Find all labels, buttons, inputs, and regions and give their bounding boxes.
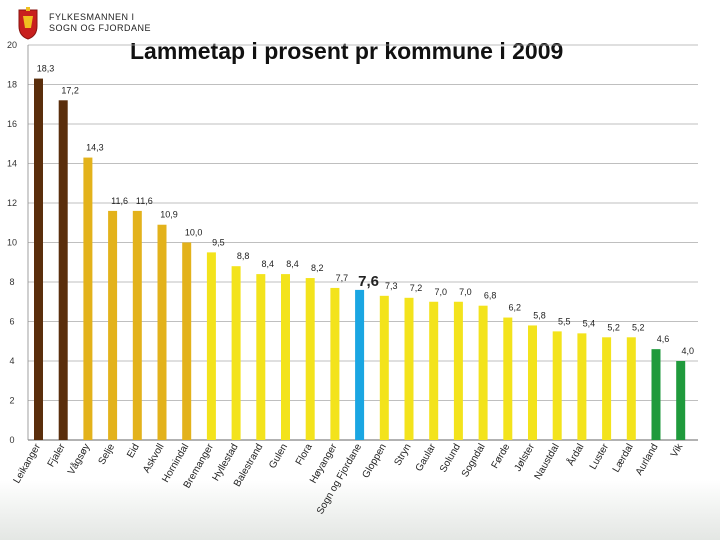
value-label: 7,2 xyxy=(410,283,423,293)
y-tick-label: 6 xyxy=(9,317,14,327)
x-tick-label: Solund xyxy=(438,442,463,474)
bar-vik xyxy=(676,361,686,440)
value-label: 5,2 xyxy=(607,322,620,332)
value-label: 7,3 xyxy=(385,281,398,291)
bar-fjaler xyxy=(58,100,68,441)
value-label: 7,6 xyxy=(358,273,379,290)
value-label: 6,2 xyxy=(509,303,522,313)
value-label: 8,4 xyxy=(286,259,299,269)
value-label: 11,6 xyxy=(136,196,153,206)
organization-name: FYLKESMANNEN I SOGN OG FJORDANE xyxy=(49,12,151,34)
chart-title: Lammetap i prosent pr kommune i 2009 xyxy=(130,38,564,64)
value-label: 8,8 xyxy=(237,251,250,261)
x-tick-label: Sogn og Fjordane xyxy=(315,442,364,517)
bar-naustdal xyxy=(552,331,562,440)
bar-førde xyxy=(503,317,513,440)
x-tick-label: Sogndal xyxy=(460,442,488,479)
value-label: 9,5 xyxy=(212,237,225,247)
bar-vågsøy xyxy=(83,157,93,440)
bar-selje xyxy=(108,210,118,440)
x-tick-label: Gulen xyxy=(267,442,290,471)
value-label: 18,3 xyxy=(37,64,55,74)
bar-lærdal xyxy=(626,337,636,440)
value-labels: 18,3 17,2 14,3 11,6 11,6 10,9 10,0 9,5 8,8 8,4 8,4… xyxy=(37,64,694,356)
organization-line-1: FYLKESMANNEN I xyxy=(49,12,135,22)
bar-høyanger xyxy=(330,287,340,440)
landscape-background xyxy=(0,480,720,540)
bar-sogndal xyxy=(478,305,488,440)
value-label: 4,0 xyxy=(681,346,694,356)
x-tick-label: Jølster xyxy=(513,441,538,473)
value-label: 10,9 xyxy=(160,210,178,220)
x-tick-label: Luster xyxy=(588,441,612,471)
value-label: 8,4 xyxy=(262,259,275,269)
x-tick-label: Selje xyxy=(97,442,118,467)
value-label: 7,0 xyxy=(459,287,472,297)
value-label: 7,7 xyxy=(336,273,349,283)
value-label: 5,4 xyxy=(583,318,596,328)
x-tick-label: Gaular xyxy=(414,441,439,473)
value-label: 5,2 xyxy=(632,322,645,332)
value-label: 8,2 xyxy=(311,263,324,273)
bar-stryn xyxy=(404,297,414,440)
value-label: 5,8 xyxy=(533,310,546,320)
y-tick-label: 16 xyxy=(7,119,17,129)
x-tick-label: Eid xyxy=(125,442,142,460)
y-tick-label: 2 xyxy=(9,396,14,406)
x-tick-label: Førde xyxy=(490,442,513,471)
bar-solund xyxy=(453,301,463,440)
y-tick-label: 14 xyxy=(7,159,17,169)
y-tick-label: 10 xyxy=(7,238,17,248)
x-tick-label: Årdal xyxy=(564,441,587,468)
bar-aurland xyxy=(651,349,661,440)
bar-jølster xyxy=(528,325,537,440)
value-label: 7,0 xyxy=(434,287,447,297)
x-tick-label: Vågsøy xyxy=(65,442,92,477)
bar-årdal xyxy=(577,333,587,440)
bar-leikanger xyxy=(34,78,43,440)
y-tick-label: 12 xyxy=(7,198,17,208)
y-tick-label: 4 xyxy=(9,356,14,366)
x-tick-label: Gloppen xyxy=(360,442,388,480)
bar-sogn-og-fjordane xyxy=(355,289,365,440)
bar-gloppen xyxy=(379,295,389,440)
bar-gulen xyxy=(281,274,290,440)
bar-eid xyxy=(132,210,142,440)
bars xyxy=(34,78,686,441)
bar-luster xyxy=(602,337,612,440)
x-tick-label: Vik xyxy=(669,441,686,459)
bar-bremanger xyxy=(206,252,216,440)
bar-balestrand xyxy=(256,274,266,440)
x-tick-label: Aurland xyxy=(634,442,661,477)
bar-askvoll xyxy=(157,224,167,440)
value-label: 5,5 xyxy=(558,316,571,326)
coat-of-arms-icon xyxy=(18,7,38,40)
value-label: 4,6 xyxy=(657,334,670,344)
value-label: 17,2 xyxy=(61,85,79,95)
x-tick-label: Fjaler xyxy=(46,441,68,469)
bar-flora xyxy=(305,278,315,440)
value-label: 10,0 xyxy=(185,228,203,238)
x-tick-label: Flora xyxy=(294,442,315,468)
y-tick-label: 18 xyxy=(7,80,17,90)
bar-hyllestad xyxy=(231,266,241,440)
y-tick-labels: 0 2 4 6 8 10 12 14 16 18 20 xyxy=(7,40,17,445)
y-tick-label: 8 xyxy=(9,277,14,287)
bar-hornindal xyxy=(182,242,192,440)
value-label: 11,6 xyxy=(111,196,128,206)
x-tick-label: Lærdal xyxy=(611,442,636,474)
bar-gaular xyxy=(429,301,439,440)
y-tick-label: 0 xyxy=(9,435,14,445)
value-label: 14,3 xyxy=(86,143,104,153)
x-tick-label: Askvoll xyxy=(141,442,166,475)
x-tick-label: Stryn xyxy=(392,442,413,468)
x-tick-label: Leikanger xyxy=(12,441,44,485)
organization-line-2: SOGN OG FJORDANE xyxy=(49,23,152,33)
y-tick-label: 20 xyxy=(7,40,17,50)
x-tick-label: Naustdal xyxy=(533,442,562,482)
value-label: 6,8 xyxy=(484,291,497,301)
